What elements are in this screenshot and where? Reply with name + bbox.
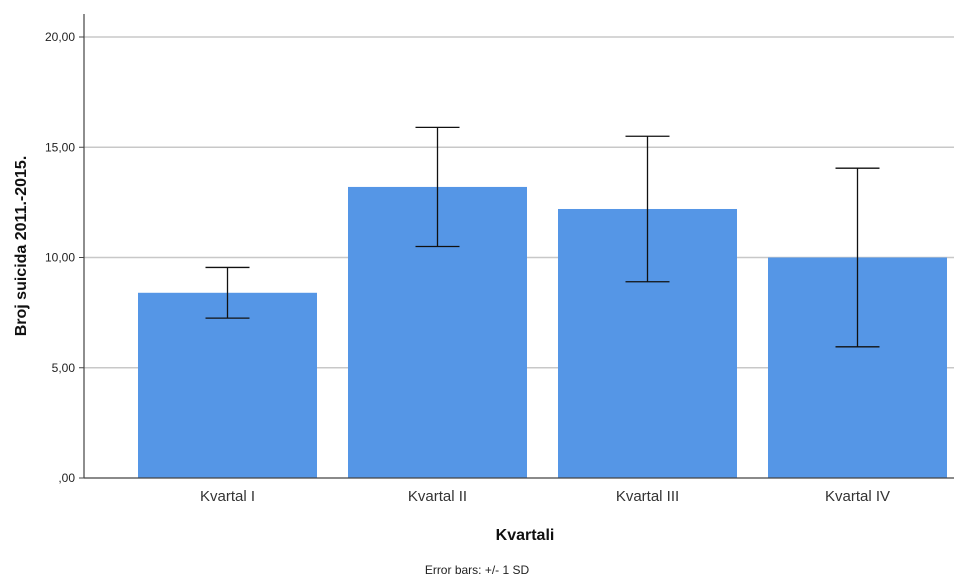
error-bar-footnote: Error bars: +/- 1 SD bbox=[425, 563, 530, 577]
axes bbox=[79, 14, 954, 479]
y-tick-label: 5,00 bbox=[52, 361, 76, 375]
x-axis-title: Kvartali bbox=[496, 527, 555, 544]
y-tick-label: 20,00 bbox=[45, 30, 75, 44]
x-category-label: Kvartal II bbox=[408, 488, 467, 505]
x-category-label: Kvartal I bbox=[200, 488, 255, 505]
y-tick-label: ,00 bbox=[58, 471, 75, 485]
y-tick-label: 10,00 bbox=[45, 251, 75, 265]
labels: ,00 5,00 10,00 15,00 20,00 Kvartal I Kvartal I… bbox=[45, 30, 890, 505]
y-tick-label: 15,00 bbox=[45, 140, 75, 154]
error-bars bbox=[205, 126, 880, 348]
x-category-label: Kvartal IV bbox=[825, 488, 890, 505]
bar bbox=[138, 292, 317, 478]
bars bbox=[138, 186, 947, 479]
y-axis-title: Broj suicida 2011.-2015. bbox=[13, 156, 30, 337]
x-category-label: Kvartal III bbox=[616, 488, 679, 505]
